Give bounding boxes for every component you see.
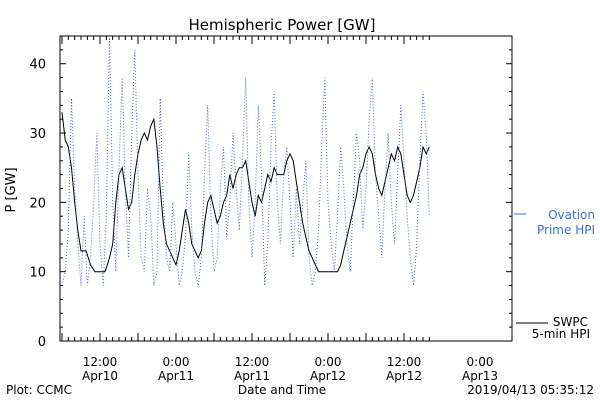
x-tick-label-date: Apr12 [310,369,346,383]
legend-swpc: SWPC 5-min HPI [516,315,590,341]
x-tick-label-time: 0:00 [467,355,494,369]
series-group [61,35,430,286]
x-tick-label-date: Apr10 [82,369,118,383]
legend-swpc-label: SWPC [553,315,588,329]
x-tick-label-time: 0:00 [315,355,342,369]
chart-title: Hemispheric Power [GW] [189,16,376,34]
y-axis-label: P [GW] [4,167,19,212]
legend-ovation-label-2: Prime HPI [537,223,595,237]
y-tick-label: 20 [29,196,46,211]
legend-swpc-label-2: 5-min HPI [532,327,590,341]
x-axis-label: Date and Time [238,383,326,397]
series-swpc-line [61,112,430,273]
x-tick-label-time: 12:00 [387,355,422,369]
x-tick-label-time: 12:00 [235,355,270,369]
footer-plot-credit: Plot: CCMC [6,383,72,397]
x-axis-ticks: 12:00Apr100:00Apr1112:00Apr110:00Apr1212… [61,36,498,383]
legend-ovation-label: Ovation [548,208,595,222]
y-tick-label: 40 [29,58,46,73]
x-tick-label-date: Apr11 [158,369,194,383]
y-tick-label: 0 [38,335,46,350]
y-tick-label: 10 [29,266,46,281]
x-tick-label-date: Apr12 [386,369,422,383]
x-tick-label-time: 0:00 [163,355,190,369]
y-axis-ticks: 0 10 20 30 40 [29,35,512,350]
x-tick-label-date: Apr11 [234,369,270,383]
plot-frame [59,35,513,342]
x-tick-label-time: 12:00 [83,355,118,369]
x-tick-label-date: Apr13 [462,369,498,383]
legend-ovation: Ovation Prime HPI [514,208,595,237]
footer-timestamp: 2019/04/13 05:35:12 [467,383,594,397]
y-tick-label: 30 [29,127,46,142]
